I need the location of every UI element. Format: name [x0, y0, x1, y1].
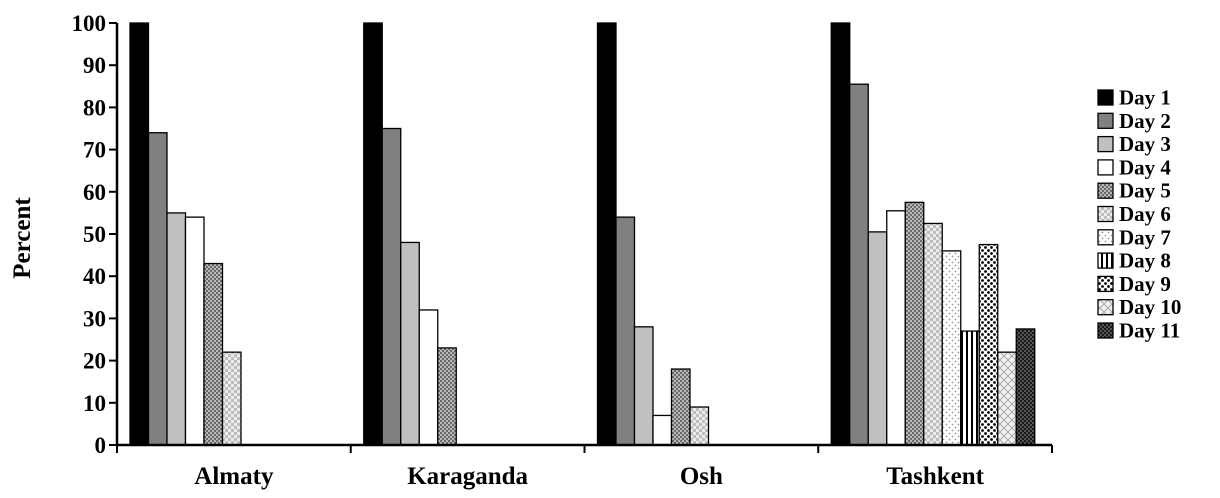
y-axis-title: Percent: [9, 197, 36, 279]
legend-swatch-day-3: [1097, 135, 1114, 153]
legend-swatch-day-10: [1097, 299, 1114, 316]
category-label-osh: Osh: [680, 463, 723, 490]
legend-label-day-6: Day 6: [1119, 202, 1171, 226]
bar-tashkent-day-2: [849, 83, 869, 446]
legend-label-day-7: Day 7: [1119, 225, 1171, 249]
y-tick-label: 40: [83, 264, 106, 289]
y-tick-label: 90: [83, 53, 106, 78]
category-label-karaganda: Karaganda: [407, 463, 528, 490]
legend-label-day-9: Day 9: [1119, 272, 1171, 296]
legend-label-day-1: Day 1: [1119, 86, 1171, 110]
bar-almaty-day-4: [184, 216, 205, 446]
legend-swatch-day-8: [1097, 252, 1114, 269]
legend-label-day-3: Day 3: [1119, 132, 1171, 156]
legend-swatch-day-2: [1097, 112, 1114, 129]
bar-tashkent-day-1: [830, 22, 851, 446]
y-tick-label: 10: [83, 391, 106, 416]
category-label-almaty: Almaty: [194, 463, 274, 490]
y-tick-label: 0: [95, 433, 107, 458]
x-axis: Almaty Karaganda Osh Tashkent: [116, 443, 1053, 490]
legend-swatch-day-1: [1097, 89, 1114, 106]
bar-tashkent-day-6: [923, 222, 943, 446]
legend-label-day-5: Day 5: [1119, 179, 1171, 203]
bar-tashkent-day-3: [867, 231, 888, 446]
bar-almaty-day-6: [221, 351, 242, 446]
y-tick-label: 70: [83, 138, 106, 163]
y-axis: 0 10 20 30 40 50 60 70 80 90 100: [72, 11, 119, 458]
bar-karaganda-day-1: [363, 22, 383, 446]
legend-swatch-day-4: [1097, 159, 1114, 176]
bar-karaganda-day-4: [418, 309, 439, 446]
legend-label-day-4: Day 4: [1119, 155, 1171, 179]
bar-tashkent-day-7: [941, 250, 962, 446]
bar-osh-day-4: [652, 414, 673, 446]
plot-area: [129, 22, 1036, 446]
bar-almaty-day-5: [203, 262, 224, 446]
y-tick-label: 60: [83, 180, 106, 205]
legend-label-day-10: Day 10: [1119, 295, 1181, 319]
bar-osh-day-2: [615, 216, 636, 446]
bar-tashkent-day-4: [886, 210, 906, 446]
bar-tashkent-day-8: [960, 330, 980, 446]
legend-swatch-day-7: [1097, 229, 1114, 246]
y-tick-label: 50: [83, 222, 106, 247]
y-tick-label: 80: [83, 95, 106, 120]
category-label-tashkent: Tashkent: [886, 463, 984, 490]
bar-almaty-day-2: [147, 132, 168, 446]
bar-osh-day-5: [670, 368, 691, 446]
bar-almaty-day-1: [129, 22, 150, 446]
y-tick-label: 30: [83, 306, 106, 331]
bar-tashkent-day-11: [1015, 328, 1036, 446]
y-tick-label: 100: [72, 11, 107, 36]
bar-karaganda-day-3: [400, 241, 420, 446]
bar-karaganda-day-2: [381, 127, 402, 446]
bar-karaganda-day-5: [437, 347, 457, 446]
legend-label-day-8: Day 8: [1119, 249, 1171, 273]
bar-almaty-day-3: [166, 212, 187, 446]
legend-swatch-day-5: [1097, 182, 1114, 199]
bar-osh-day-3: [633, 326, 654, 446]
legend-swatch-day-6: [1097, 205, 1114, 223]
bar-tashkent-day-10: [997, 351, 1017, 446]
y-tick-label: 20: [83, 349, 106, 374]
legend-label-day-11: Day 11: [1119, 319, 1180, 343]
bar-osh-day-1: [596, 22, 617, 446]
bar-osh-day-6: [689, 406, 710, 446]
legend-label-day-2: Day 2: [1119, 109, 1171, 133]
legend-swatch-day-11: [1097, 322, 1114, 339]
legend-swatch-day-9: [1097, 275, 1114, 293]
bar-tashkent-day-5: [904, 201, 925, 446]
bar-tashkent-day-9: [978, 243, 999, 446]
